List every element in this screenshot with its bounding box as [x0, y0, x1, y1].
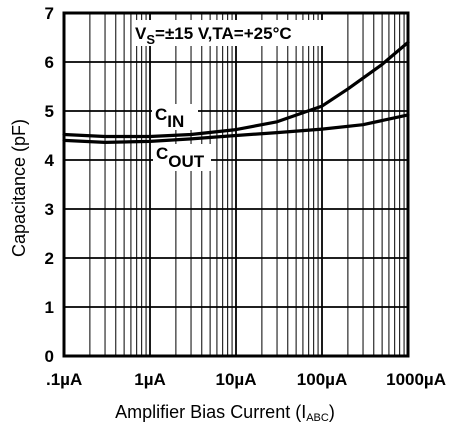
y-tick-label: 3	[45, 200, 54, 219]
y-tick-label: 7	[45, 4, 54, 23]
x-axis-label-main: Amplifier Bias Current (I	[115, 402, 306, 422]
x-tick-label: 10µA	[216, 370, 257, 389]
series-lines	[62, 40, 410, 144]
x-tick-label: 1000µA	[386, 370, 446, 389]
x-axis-label: Amplifier Bias Current (IABC)	[115, 402, 335, 424]
conditions-v-subscript: S	[146, 32, 155, 47]
cin-label-backdrop	[152, 104, 198, 130]
series-label-cin: CIN	[155, 105, 184, 131]
cout-label-backdrop	[153, 144, 211, 171]
x-tick-label: 100µA	[297, 370, 347, 389]
y-axis-label: Capacitance (pF)	[9, 119, 29, 257]
conditions-annotation: VS=±15 V,TA=+25°C	[135, 24, 292, 47]
annotation-backdrop	[132, 20, 328, 46]
series-label-cout: COUT	[156, 144, 205, 171]
y-tick-label: 2	[45, 249, 54, 268]
series-label-cout-subscript: OUT	[168, 152, 205, 171]
series-label-cin-main: C	[155, 105, 167, 124]
x-tick-labels: .1µA 1µA 10µA 100µA 1000µA	[46, 370, 446, 389]
y-tick-label: 0	[45, 347, 54, 366]
series-label-cout-main: C	[156, 144, 168, 163]
y-tick-labels: 0 1 2 3 4 5 6 7	[45, 4, 55, 366]
y-tick-label: 5	[45, 102, 54, 121]
conditions-v: V	[135, 24, 147, 43]
x-tick-label: 1µA	[134, 370, 166, 389]
grid	[63, 12, 409, 357]
x-tick-label: .1µA	[46, 370, 82, 389]
series-label-cin-subscript: IN	[167, 112, 184, 131]
conditions-rest: =±15 V,TA=+25°C	[155, 24, 292, 43]
x-axis-label-close: )	[329, 402, 335, 422]
y-tick-label: 1	[45, 298, 54, 317]
y-tick-label: 6	[45, 53, 54, 72]
y-tick-label: 4	[45, 151, 55, 170]
series-line-cout	[62, 113, 410, 144]
series-line-cin	[62, 40, 410, 139]
x-axis-label-subscript: ABC	[306, 412, 329, 424]
plot-frame	[62, 11, 410, 358]
